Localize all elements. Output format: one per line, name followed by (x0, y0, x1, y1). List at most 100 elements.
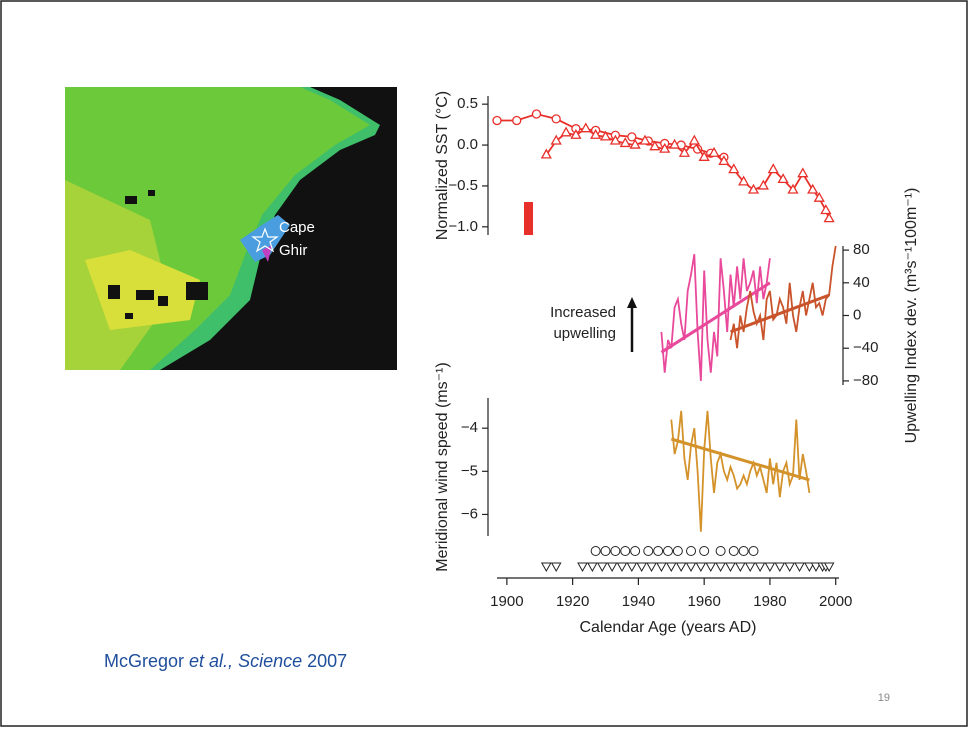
age-triangle (665, 562, 677, 573)
x-tick-label: 1900 (490, 593, 523, 610)
triangle-marker (599, 130, 612, 141)
map-island (125, 196, 137, 204)
map-label: Ghir (279, 242, 307, 259)
citation-year: 2007 (307, 651, 347, 671)
map-upwelling (240, 215, 290, 262)
age-triangle (646, 562, 657, 573)
triangle-marker (757, 179, 769, 190)
age-circle (630, 546, 641, 556)
trend-line (660, 281, 771, 354)
x-axis-label: Calendar Age (years AD) (580, 619, 757, 636)
citation-etal: et al., (189, 651, 233, 671)
triangle-marker (678, 146, 691, 157)
triangle-marker (698, 150, 710, 161)
triangle-marker (777, 173, 789, 184)
map-island (125, 313, 133, 319)
annotation: Increased (550, 304, 616, 321)
triangle-marker (590, 128, 602, 139)
y-tick-label: −6 (461, 505, 478, 522)
upwelling-arrowhead (627, 297, 637, 308)
triangle-marker (807, 183, 819, 194)
age-circle (663, 546, 673, 556)
age-triangle (675, 562, 687, 573)
age-triangle (734, 562, 746, 573)
age-circle (748, 546, 759, 556)
age-circle (610, 546, 621, 556)
triangle-marker (797, 167, 809, 178)
annotation: upwelling (553, 325, 616, 342)
circle-marker (551, 114, 561, 124)
circle-marker (627, 132, 637, 142)
triangle-marker (580, 122, 592, 133)
age-triangle (636, 562, 648, 573)
triangle-marker (820, 204, 832, 215)
citation: McGregor et al., Science 2007 (104, 651, 347, 671)
cape-star (251, 227, 279, 253)
age-triangle (715, 562, 726, 573)
age-triangle (784, 562, 796, 573)
triangle-marker (823, 212, 835, 223)
circle-marker (512, 115, 522, 126)
x-tick-label: 1920 (556, 593, 589, 610)
age-circle (672, 546, 683, 556)
y-tick-label: −5 (461, 462, 478, 479)
age-triangle (705, 562, 717, 573)
trend-line (729, 293, 830, 334)
triangle-marker (787, 183, 799, 194)
age-circle (643, 546, 654, 556)
age-triangle (626, 562, 638, 573)
triangle-marker (718, 155, 730, 166)
age-triangle (577, 562, 588, 573)
age-circle (738, 546, 749, 556)
triangle-marker (767, 163, 779, 174)
citation-journal: Science (238, 651, 302, 671)
age-triangle (764, 562, 776, 573)
y-tick-label: 40 (853, 274, 870, 291)
series-line (670, 410, 811, 532)
age-triangle (616, 562, 628, 573)
age-triangle (744, 562, 756, 573)
y-tick-label: −80 (853, 372, 878, 389)
age-triangle (810, 562, 822, 573)
age-circle (600, 546, 611, 556)
age-circle (686, 546, 697, 556)
age-triangle (804, 562, 815, 573)
age-triangle (794, 562, 805, 573)
x-tick-label: 1960 (687, 593, 720, 610)
trend-line (670, 437, 810, 482)
citation-authors: McGregor (104, 651, 184, 671)
age-triangle (606, 562, 618, 573)
triangle-marker (540, 148, 552, 159)
y-tick-label: −40 (853, 339, 878, 356)
age-circle (728, 546, 739, 556)
age-circle (620, 546, 631, 556)
y-tick-label: −1.0 (448, 218, 478, 235)
sst-error-bar (524, 202, 533, 235)
series-line (660, 254, 771, 381)
map-island (186, 282, 208, 300)
triangle-marker (738, 175, 750, 186)
age-triangle (774, 562, 786, 573)
x-tick-label: 1980 (753, 593, 786, 610)
age-triangle (695, 562, 707, 573)
y-axis-label: Normalized SST (°C) (434, 91, 451, 240)
y-tick-label: 80 (853, 241, 870, 258)
age-triangle (540, 562, 552, 573)
circle-marker (492, 115, 502, 126)
triangle-marker (649, 140, 661, 151)
map-island (158, 296, 168, 306)
map-label: Cape (279, 219, 315, 236)
map-island (136, 290, 154, 300)
age-triangle (550, 562, 562, 573)
age-circle (653, 546, 664, 556)
age-triangle (725, 562, 736, 573)
triangle-marker (708, 146, 720, 157)
map-island (148, 190, 155, 196)
triangle-marker (639, 134, 651, 145)
circle-marker (531, 109, 542, 119)
age-triangle (596, 562, 608, 573)
triangle-marker (619, 137, 631, 148)
triangle-marker (668, 138, 681, 149)
y-tick-label: 0.0 (457, 136, 478, 153)
